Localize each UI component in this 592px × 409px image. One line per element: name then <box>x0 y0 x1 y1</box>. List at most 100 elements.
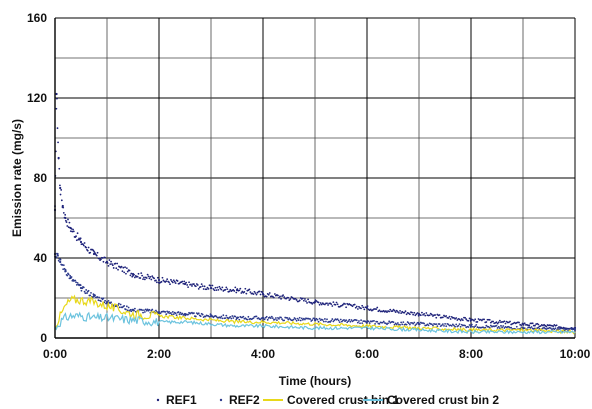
data-point <box>61 204 64 208</box>
data-point <box>399 309 401 312</box>
data-point <box>185 281 188 284</box>
data-point <box>172 279 175 282</box>
data-point <box>443 324 445 327</box>
data-point <box>408 313 411 316</box>
data-point <box>361 322 364 324</box>
data-point <box>572 327 575 330</box>
data-point <box>304 318 306 321</box>
data-point <box>368 322 371 324</box>
data-point <box>414 314 417 317</box>
data-point <box>469 318 473 322</box>
data-point <box>212 288 215 290</box>
data-point <box>60 199 63 202</box>
data-point <box>416 312 419 314</box>
data-point <box>104 299 107 302</box>
data-point <box>150 278 153 281</box>
data-point <box>489 321 492 324</box>
data-point <box>500 324 502 327</box>
data-point <box>350 319 353 321</box>
data-point <box>518 321 520 324</box>
data-point <box>417 322 421 326</box>
data-point <box>179 311 182 314</box>
data-point <box>278 317 280 320</box>
data-point <box>178 313 181 316</box>
data-point <box>444 322 446 325</box>
data-point <box>411 311 413 314</box>
x-tick-label: 0:00 <box>43 347 67 361</box>
data-point <box>209 314 213 318</box>
data-point <box>322 320 325 323</box>
data-point <box>280 316 282 319</box>
data-point <box>116 262 119 265</box>
data-point <box>190 283 192 286</box>
data-point <box>434 314 437 316</box>
data-point <box>121 270 124 273</box>
data-point <box>221 286 224 289</box>
data-point <box>142 311 144 314</box>
data-point <box>235 291 238 294</box>
data-point <box>129 274 132 277</box>
data-point <box>124 266 126 269</box>
legend-marker-dot <box>219 398 223 402</box>
data-point <box>523 322 526 325</box>
data-point <box>270 315 273 318</box>
data-point <box>289 298 292 300</box>
data-point <box>504 322 507 325</box>
data-point <box>143 311 146 313</box>
data-point <box>360 307 362 310</box>
data-point <box>85 246 88 249</box>
data-point <box>215 315 218 318</box>
data-point <box>423 322 426 325</box>
data-point <box>164 311 167 313</box>
data-point <box>271 317 274 320</box>
data-point <box>485 321 488 323</box>
data-point <box>423 313 426 315</box>
data-point <box>125 272 127 275</box>
data-point <box>435 316 438 319</box>
data-point <box>421 311 423 314</box>
data-point <box>130 310 133 313</box>
data-point <box>69 276 72 280</box>
data-point <box>218 285 221 288</box>
data-point <box>120 265 123 268</box>
data-point <box>552 325 555 328</box>
data-point <box>403 311 406 314</box>
data-point <box>224 288 227 291</box>
data-point <box>520 324 523 326</box>
data-point <box>554 327 557 330</box>
data-point <box>258 290 261 293</box>
data-point <box>286 317 289 319</box>
data-point <box>238 289 241 292</box>
data-point <box>209 284 212 287</box>
data-point <box>64 268 67 272</box>
data-point <box>95 254 98 257</box>
data-point <box>349 320 352 323</box>
data-point <box>174 312 177 315</box>
data-point <box>57 156 60 160</box>
data-point <box>394 311 397 313</box>
data-point <box>364 320 367 323</box>
data-point <box>319 302 322 304</box>
data-point <box>311 302 314 305</box>
data-point <box>58 167 61 170</box>
data-point <box>207 287 210 290</box>
data-point <box>216 286 219 289</box>
data-point <box>298 316 301 319</box>
data-point <box>353 303 356 306</box>
data-point <box>387 322 389 325</box>
data-point <box>111 264 114 267</box>
data-point <box>340 320 343 323</box>
data-point <box>202 288 205 290</box>
data-point <box>253 290 256 293</box>
x-axis-label: Time (hours) <box>279 374 351 388</box>
grid <box>54 17 576 339</box>
data-point <box>107 264 110 267</box>
data-point <box>261 292 265 296</box>
data-point <box>355 319 358 322</box>
data-point <box>68 221 71 224</box>
data-point <box>455 323 458 326</box>
data-point <box>87 289 90 292</box>
data-point <box>334 303 337 306</box>
data-point <box>267 293 270 296</box>
data-point <box>531 322 534 325</box>
